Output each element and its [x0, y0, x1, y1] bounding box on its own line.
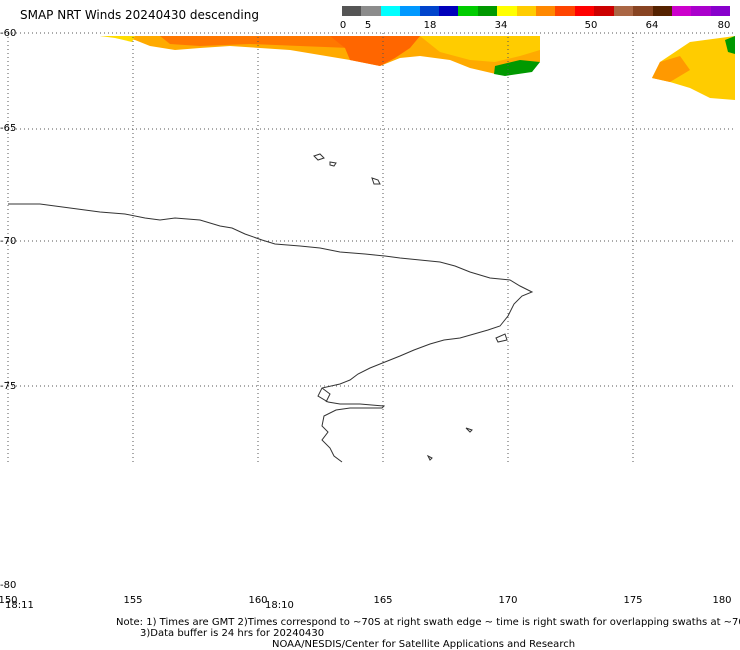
scale-label-5: 5: [364, 20, 372, 31]
island-small-1: [465, 427, 473, 433]
ross-island-outline: [321, 387, 331, 403]
scale-segment-11: [555, 6, 575, 16]
islands: [313, 153, 473, 461]
coastline: [8, 203, 534, 463]
lat-label-70: -70: [0, 236, 17, 247]
scale-label-80: 80: [717, 20, 731, 31]
scale-label-0: 0: [339, 20, 347, 31]
island-balleny-1: [313, 153, 325, 161]
scale-label-18: 18: [423, 20, 437, 31]
lon-label-160: 160: [248, 595, 268, 606]
scale-segment-0: [342, 6, 362, 16]
swath-time-1: 18:11: [5, 600, 34, 611]
note-line-3: NOAA/NESDIS/Center for Satellite Applica…: [272, 639, 576, 650]
lat-label-75: -75: [0, 381, 17, 392]
scale-segment-9: [516, 6, 537, 16]
scale-segment-18: [691, 6, 711, 16]
scale-segment-8: [497, 6, 517, 16]
island-balleny-3: [371, 177, 381, 185]
scale-segment-2: [380, 6, 401, 16]
lon-label-170: 170: [498, 595, 518, 606]
lon-label-155: 155: [123, 595, 143, 606]
wind-swath-left: [100, 36, 540, 76]
scale-segment-6: [458, 6, 478, 16]
coastline-inner-shelf: [495, 333, 508, 343]
note-line-1: Note: 1) Times are GMT 2)Times correspon…: [116, 617, 740, 628]
graticule: [7, 32, 735, 465]
scale-segment-12: [574, 6, 595, 16]
lon-label-180: 180: [712, 595, 732, 606]
lat-label-60: -60: [0, 28, 17, 39]
antarctic-coastline: [8, 203, 534, 463]
note-line-2: 3)Data buffer is 24 hrs for 20240430: [140, 628, 325, 639]
scale-segment-17: [671, 6, 692, 16]
scale-segment-1: [361, 6, 381, 16]
scale-segment-13: [594, 6, 614, 16]
lat-label-80: -80: [0, 580, 17, 591]
lon-label-150: 150: [0, 595, 18, 606]
scale-segment-16: [652, 6, 672, 16]
wind-speed-color-scale: [342, 6, 731, 16]
scale-segment-7: [477, 6, 498, 16]
island-balleny-2: [329, 161, 337, 167]
map-title: SMAP NRT Winds 20240430 descending: [20, 8, 259, 22]
swath-time-2: 18:10: [265, 600, 294, 611]
scale-segment-3: [400, 6, 420, 16]
wind-swath-right: [652, 36, 735, 100]
scale-segment-15: [633, 6, 653, 16]
lon-label-165: 165: [373, 595, 393, 606]
island-small-2: [426, 454, 433, 461]
scale-segment-5: [439, 6, 459, 16]
scale-label-50: 50: [584, 20, 598, 31]
scale-segment-4: [419, 6, 440, 16]
lat-label-65: -65: [0, 123, 17, 134]
scale-segment-19: [710, 6, 731, 16]
scale-segment-10: [536, 6, 556, 16]
scale-segment-14: [613, 6, 634, 16]
lon-label-175: 175: [623, 595, 643, 606]
scale-label-64: 64: [645, 20, 659, 31]
scale-label-34: 34: [494, 20, 508, 31]
